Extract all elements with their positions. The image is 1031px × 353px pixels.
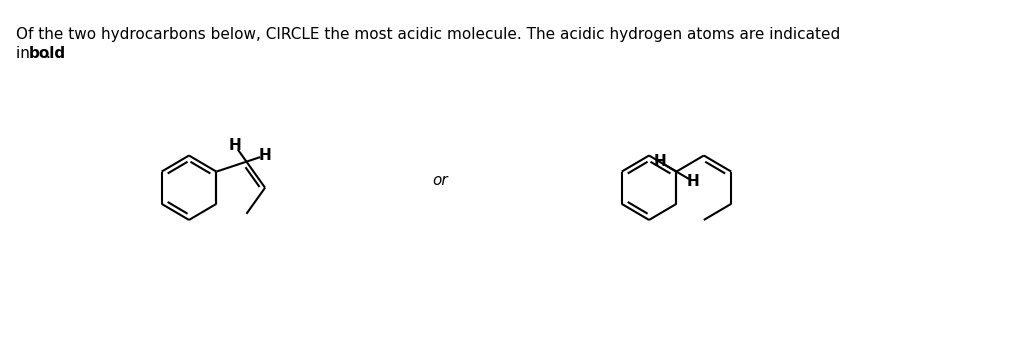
Text: H: H	[687, 174, 699, 189]
Text: or: or	[432, 173, 448, 189]
Text: .: .	[45, 46, 51, 61]
Text: H: H	[229, 138, 241, 153]
Text: Of the two hydrocarbons below, CIRCLE the most acidic molecule. The acidic hydro: Of the two hydrocarbons below, CIRCLE th…	[15, 26, 840, 42]
Text: H: H	[654, 154, 666, 169]
Text: in: in	[15, 46, 34, 61]
Text: H: H	[259, 148, 271, 163]
Text: bold: bold	[29, 46, 66, 61]
